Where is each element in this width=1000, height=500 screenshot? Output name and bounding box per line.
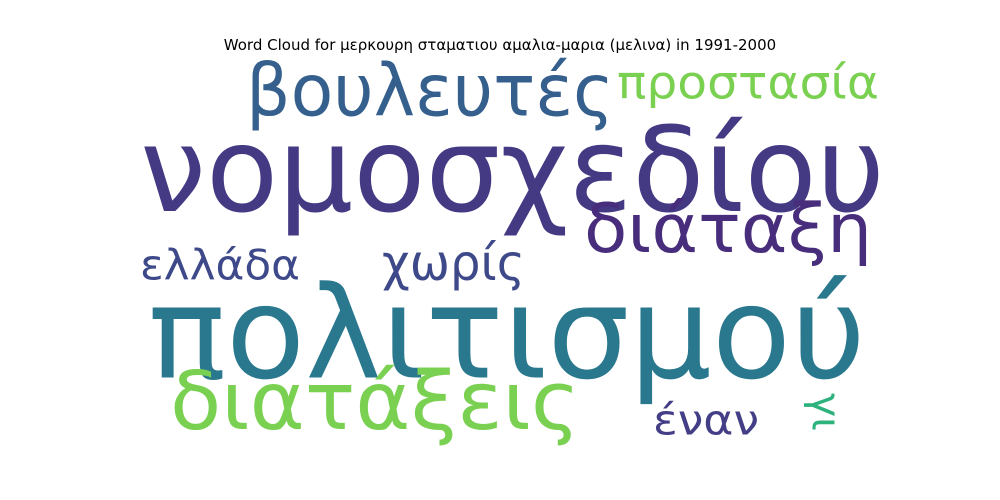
figure-title: Word Cloud for μερκουρη σταματιου αμαλια… bbox=[223, 36, 777, 54]
cloud-word-ellada: ελλάδα bbox=[140, 240, 300, 290]
cloud-word-nomoschediou: νομοσχεδίου bbox=[140, 101, 886, 240]
cloud-word-diataxeis: διατάξεις bbox=[170, 354, 580, 449]
cloud-word-choris: χωρίς bbox=[382, 233, 525, 292]
cloud-word-enan: έναν bbox=[653, 395, 759, 445]
cloud-word-vouleutes: βουλευτές bbox=[246, 48, 614, 133]
cloud-word-politismou: πολιτισμού bbox=[148, 258, 866, 409]
cloud-word-gi: γι bbox=[802, 393, 850, 431]
cloud-word-prostasia: προστασία bbox=[617, 55, 879, 110]
cloud-word-diataxi: διάταξη bbox=[584, 188, 872, 269]
